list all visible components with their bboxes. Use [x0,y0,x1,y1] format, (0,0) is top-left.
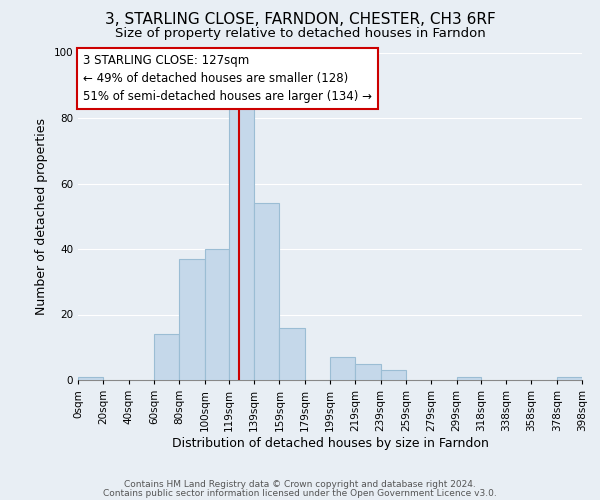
Text: 3 STARLING CLOSE: 127sqm
← 49% of detached houses are smaller (128)
51% of semi-: 3 STARLING CLOSE: 127sqm ← 49% of detach… [83,54,372,103]
Y-axis label: Number of detached properties: Number of detached properties [35,118,48,315]
Bar [154,334,179,380]
Bar [179,259,205,380]
Bar [330,357,355,380]
Bar [457,376,481,380]
Text: Contains HM Land Registry data © Crown copyright and database right 2024.: Contains HM Land Registry data © Crown c… [124,480,476,489]
Text: Contains public sector information licensed under the Open Government Licence v3: Contains public sector information licen… [103,488,497,498]
Text: Size of property relative to detached houses in Farndon: Size of property relative to detached ho… [115,28,485,40]
Text: 3, STARLING CLOSE, FARNDON, CHESTER, CH3 6RF: 3, STARLING CLOSE, FARNDON, CHESTER, CH3… [104,12,496,28]
Bar [229,105,254,380]
Bar [205,249,229,380]
X-axis label: Distribution of detached houses by size in Farndon: Distribution of detached houses by size … [172,436,488,450]
Bar [380,370,406,380]
Bar [78,376,103,380]
Bar [254,203,280,380]
Bar [557,376,582,380]
Bar [280,328,305,380]
Bar [355,364,380,380]
